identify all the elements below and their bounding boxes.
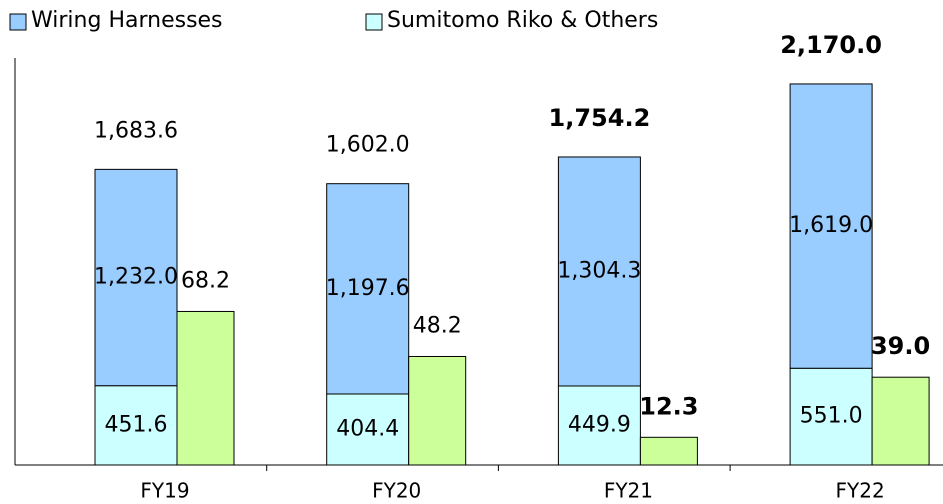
bar [871,376,930,466]
data-label: 68.2 [181,268,230,293]
data-label: 1,197.6 [326,276,410,301]
bar [176,310,235,466]
bar [408,355,467,466]
bar-segment [789,83,873,369]
bar-segment [326,183,410,395]
bar [639,436,698,466]
x-tick-label: FY19 [140,479,189,503]
x-tick-label: FY20 [372,479,421,503]
bar-segment [557,156,641,387]
total-label: 1,754.2 [549,104,651,132]
data-label: 39.0 [871,332,930,360]
legend-swatch [9,13,27,31]
data-label: 12.3 [639,392,698,420]
data-label: 404.4 [336,416,399,441]
total-label: 1,683.6 [94,118,178,143]
data-label: 551.0 [800,404,863,429]
total-label: 1,602.0 [326,133,410,158]
total-label: 2,170.0 [780,31,882,59]
data-label: 1,232.0 [94,265,178,290]
x-tick-label: FY22 [836,479,885,503]
legend-label: Wiring Harnesses [31,8,223,33]
bar-segment [94,168,178,387]
legend-label: Sumitomo Riko & Others [387,8,658,33]
data-label: 48.2 [413,313,462,338]
data-label: 449.9 [568,412,631,437]
bar-segment [326,393,410,466]
x-tick-label: FY21 [604,479,653,503]
data-label: 1,619.0 [789,213,873,238]
data-label: 451.6 [105,412,168,437]
data-label: 1,304.3 [557,258,641,283]
bar-segment [94,385,178,466]
legend-swatch [365,13,383,31]
bar-segment [557,385,641,466]
